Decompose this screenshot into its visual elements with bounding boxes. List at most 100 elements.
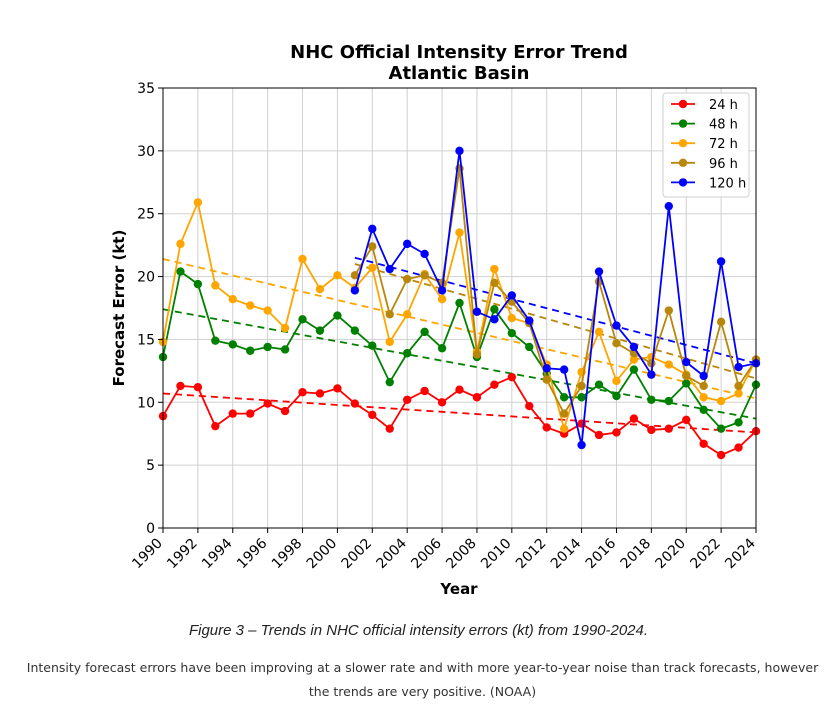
data-point [385,377,394,387]
data-point [559,365,569,374]
legend-box [662,92,750,198]
data-point [315,284,325,294]
data-point [420,249,429,259]
data-point [420,327,429,337]
data-point [734,443,743,452]
data-point [437,344,447,353]
data-point [402,395,412,404]
data-point [647,370,656,379]
data-point [350,326,360,335]
data-point [716,396,726,406]
data-point [594,327,604,337]
data-point [298,254,307,264]
data-point [350,271,360,280]
data-point [455,385,464,394]
data-point [612,391,621,401]
data-point [647,359,656,368]
figure-note: Intensity forecast errors have been impr… [26,660,819,699]
data-point [280,345,290,354]
data-point [455,298,464,308]
data-point [368,410,377,420]
intensity-error-chart: NHC Official Intensity Error Trend Atlan… [110,42,761,598]
data-point [594,380,604,389]
data-point [455,228,464,237]
x-tick-label: 2008 [443,536,480,573]
x-tick-label: 1994 [199,535,236,572]
data-point [176,239,185,249]
data-point [699,381,708,391]
y-axis-label: Forecast Error (kt) [110,230,128,387]
data-point [664,306,673,315]
data-point [385,337,394,347]
legend-item: 120 h [671,176,746,191]
data-point [385,424,394,433]
x-tick-label: 1998 [269,536,306,573]
data-point [559,409,569,418]
data-point [629,355,639,364]
data-point [507,328,517,338]
x-tick-label: 2004 [373,535,410,572]
data-point [368,242,377,251]
series-48h [158,267,761,433]
data-point [682,415,691,425]
data-point [298,315,307,324]
data-point [612,428,621,437]
y-tick-label: 15 [137,332,155,348]
x-tick-label: 2002 [339,536,376,573]
x-tick-label: 2016 [583,535,620,572]
data-point [315,389,325,398]
y-tick-label: 0 [146,521,155,537]
legend-item: 24 h [671,98,738,113]
data-point [490,264,499,274]
y-tick-label: 30 [137,144,155,160]
y-tick-label: 10 [137,395,155,411]
data-point [629,414,639,423]
series-layer [158,146,761,460]
legend-label: 48 h [709,118,738,133]
data-point [385,310,394,319]
data-point [734,389,743,398]
data-point [333,384,342,393]
data-point [246,346,255,355]
legend: 24 h 48 h 72 h 96 h 120 h [662,92,750,198]
data-point [525,316,534,325]
data-point [333,271,342,280]
trend-line-48h [162,308,757,420]
x-axis-label: Year [439,580,478,598]
data-point [385,264,394,274]
y-tick-label: 35 [137,81,155,97]
data-point [734,418,743,427]
data-point [542,423,551,432]
legend-item: 48 h [671,118,738,133]
data-point [716,424,726,433]
y-tick-label: 25 [137,207,155,223]
data-point [716,257,726,266]
legend-swatch-marker [678,119,688,128]
data-point [420,386,429,396]
x-tick-label: 2000 [304,536,341,573]
data-point [298,388,307,397]
data-point [507,313,517,323]
data-point [716,317,726,327]
legend-label: 72 h [709,137,738,152]
data-point [490,380,499,389]
trend-line-72h [162,258,757,400]
chart-title: NHC Official Intensity Error Trend [290,42,628,63]
series-96h [350,164,761,418]
data-point [577,381,586,391]
data-point [472,350,482,359]
data-point [612,321,621,330]
data-point [350,286,360,295]
legend-item: 96 h [671,157,738,172]
series-24h [158,372,761,460]
data-point [455,146,464,156]
data-point [368,263,377,272]
data-point [228,409,237,418]
plot-frame [162,87,757,529]
data-point [577,440,586,450]
data-point [664,360,673,369]
figure-caption: Figure 3 – Trends in NHC official intens… [188,622,649,639]
y-tick-label: 5 [146,458,155,474]
data-point [612,339,621,348]
x-tick-label: 2022 [687,536,724,573]
